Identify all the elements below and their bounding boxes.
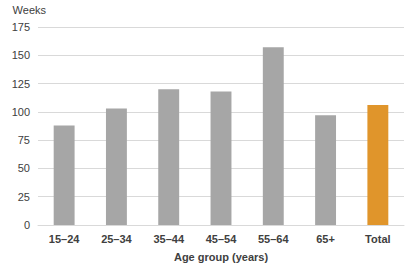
svg-text:65+: 65+ — [316, 233, 335, 245]
svg-text:50: 50 — [18, 162, 30, 174]
svg-text:125: 125 — [12, 78, 30, 90]
svg-text:55–64: 55–64 — [258, 233, 289, 245]
svg-text:75: 75 — [18, 134, 30, 146]
svg-text:25–34: 25–34 — [101, 233, 132, 245]
svg-text:Total: Total — [365, 233, 390, 245]
svg-text:Age group (years): Age group (years) — [174, 251, 268, 263]
svg-text:25: 25 — [18, 191, 30, 203]
svg-text:150: 150 — [12, 49, 30, 61]
svg-text:Weeks: Weeks — [13, 4, 47, 16]
svg-text:175: 175 — [12, 21, 30, 33]
svg-text:45–54: 45–54 — [206, 233, 237, 245]
svg-text:100: 100 — [12, 106, 30, 118]
svg-text:0: 0 — [24, 219, 30, 231]
svg-text:15–24: 15–24 — [49, 233, 80, 245]
svg-text:35–44: 35–44 — [153, 233, 184, 245]
